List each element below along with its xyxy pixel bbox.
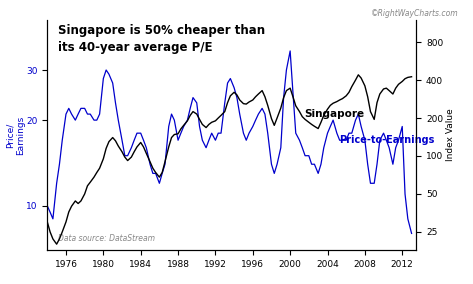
Text: ©RightWayCharts.com: ©RightWayCharts.com [371,9,459,18]
Text: Singapore is 50% cheaper than
its 40-year average P/E: Singapore is 50% cheaper than its 40-yea… [58,24,265,55]
Text: Singapore: Singapore [304,109,364,119]
Text: Data source: DataStream: Data source: DataStream [58,234,155,243]
Y-axis label: Price/
Earnings: Price/ Earnings [5,115,25,154]
Text: Price-to-Earnings: Price-to-Earnings [339,135,434,145]
Y-axis label: Index Value: Index Value [446,108,455,161]
